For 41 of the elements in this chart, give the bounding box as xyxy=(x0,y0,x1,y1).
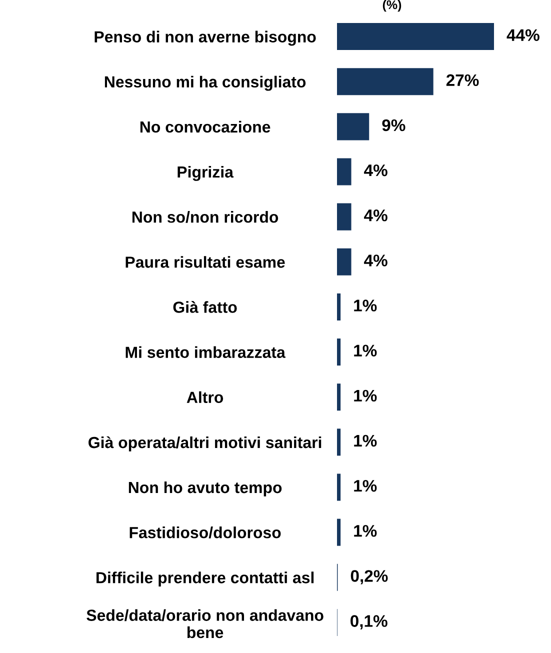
bar xyxy=(337,23,494,50)
y-tick-label: Penso di non averne bisogno xyxy=(94,30,316,46)
bar xyxy=(337,158,352,186)
y-tick-label: Già operata/altri motivi sanitari xyxy=(88,436,322,452)
bar xyxy=(337,248,352,276)
y-tick-label: Fastidioso/doloroso xyxy=(130,526,281,538)
y-tick-label: Mi sento imbarazzata xyxy=(126,346,286,358)
y-tick-label: Non so/non ricordo xyxy=(132,211,278,223)
data-label: 27% xyxy=(446,74,479,86)
data-label: 0,2% xyxy=(350,570,388,584)
data-label: 9% xyxy=(382,119,406,132)
data-label: 44% xyxy=(506,29,540,41)
bar xyxy=(337,518,341,546)
y-tick-label: Paura risultati esame xyxy=(126,256,285,268)
data-label: 1% xyxy=(354,390,377,402)
bar xyxy=(337,384,341,411)
data-label: 1% xyxy=(354,525,377,537)
bar xyxy=(337,474,341,501)
y-tick-label: Difficile prendere contatti asl xyxy=(96,572,314,586)
chart-title: (%) xyxy=(382,0,402,12)
bar xyxy=(337,68,434,96)
data-label: 4% xyxy=(364,210,388,222)
data-label: 1% xyxy=(354,344,377,356)
bar xyxy=(337,293,341,320)
bar xyxy=(337,113,370,140)
data-label: 1% xyxy=(354,480,377,492)
data-label: 4% xyxy=(364,254,388,266)
y-tick-label: Pigrizia xyxy=(178,166,234,181)
bar xyxy=(337,428,341,456)
y-tick-label: Non ho avuto tempo xyxy=(128,481,282,496)
data-label: 4% xyxy=(364,164,388,176)
data-label: 1% xyxy=(354,300,377,312)
y-tick-label: Altro xyxy=(186,391,224,404)
bar xyxy=(337,338,341,366)
data-label: 1% xyxy=(354,434,377,447)
y-tick-label: No convocazione xyxy=(140,120,270,133)
y-tick-label: Già fatto xyxy=(173,301,237,313)
data-label: 0,1% xyxy=(350,615,388,630)
y-tick-label: Sede/data/orario non andavano bene xyxy=(86,609,324,638)
bar xyxy=(337,203,352,230)
y-tick-label: Nessuno mi ha consigliato xyxy=(104,76,306,91)
